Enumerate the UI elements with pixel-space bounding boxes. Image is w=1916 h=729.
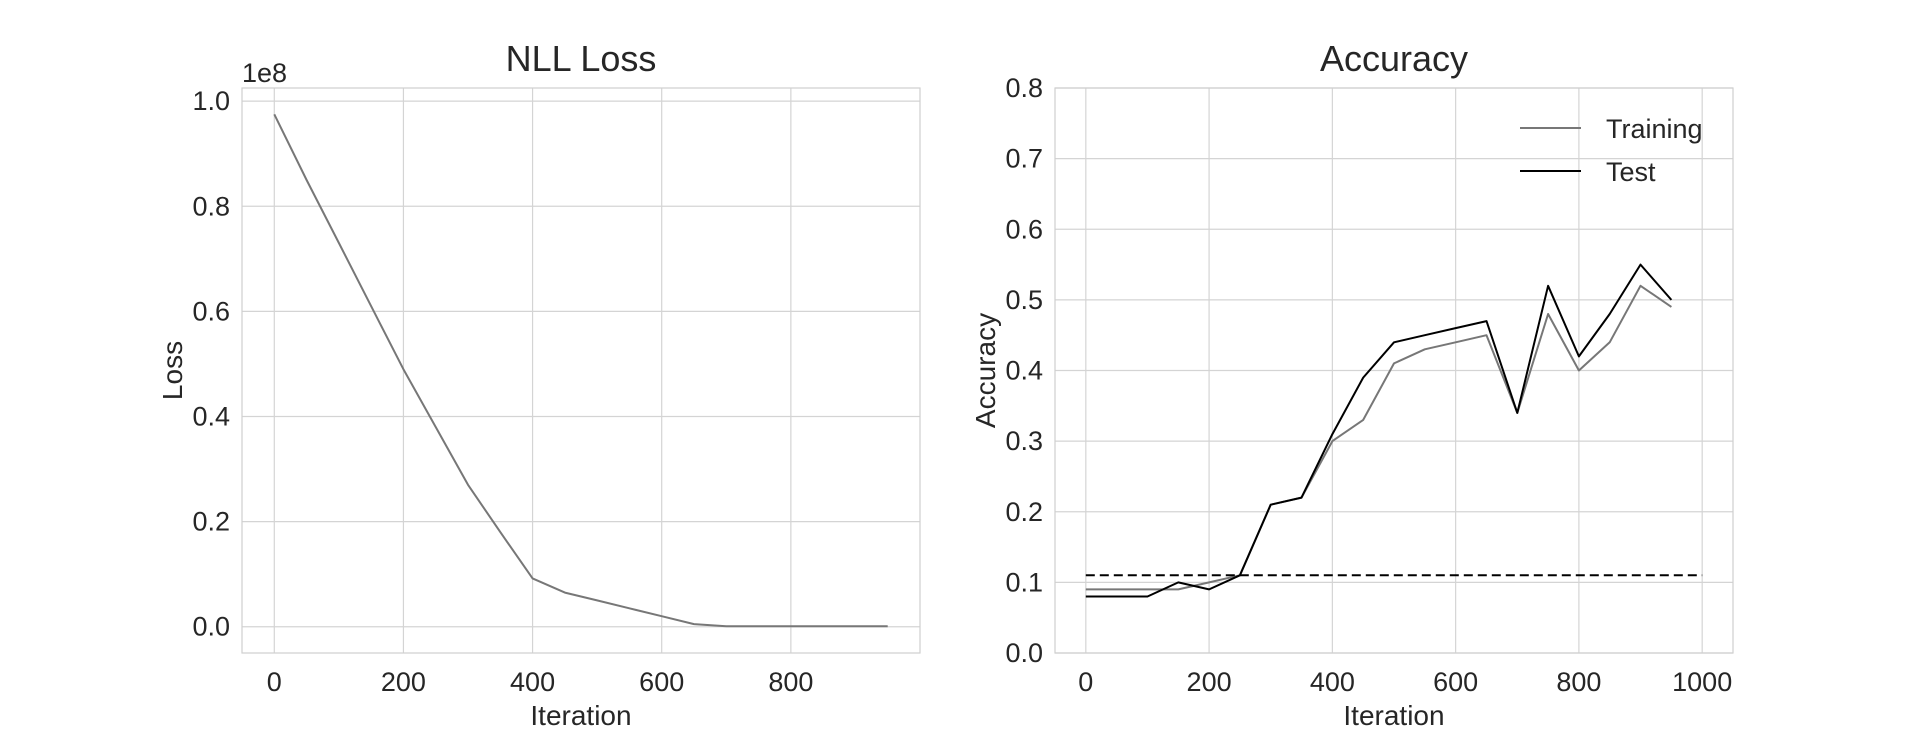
series-line-training [1085, 284, 1672, 591]
x-tick-label: 600 [639, 667, 684, 697]
y-tick-label: 0.7 [1005, 144, 1043, 174]
y-tick-label: 0.2 [1005, 497, 1043, 527]
x-tick-label: 0 [1078, 667, 1093, 697]
x-tick-label: 400 [1310, 667, 1355, 697]
plot-frame [241, 87, 921, 654]
y-tick-label: 1.0 [192, 86, 230, 116]
y-tick-label: 0.4 [1005, 356, 1043, 386]
y-tick-label: 0.3 [1005, 426, 1043, 456]
chart-title: Accuracy [1320, 38, 1468, 79]
series-line-test [1085, 263, 1673, 598]
x-tick-label: 200 [1187, 667, 1232, 697]
legend-label-training: Training [1606, 114, 1703, 144]
legend-label-test: Test [1606, 157, 1656, 187]
y-axis-label: Loss [157, 341, 188, 400]
x-tick-label: 0 [267, 667, 282, 697]
series-line [273, 113, 888, 628]
y-tick-label: 0.8 [1005, 73, 1043, 103]
x-axis-label: Iteration [1343, 700, 1444, 729]
x-tick-label: 1000 [1672, 667, 1732, 697]
x-tick-label: 400 [510, 667, 555, 697]
y-tick-label: 0.0 [192, 612, 230, 642]
y-tick-label: 0.1 [1005, 567, 1043, 597]
y-tick-label: 0.6 [1005, 214, 1043, 244]
x-tick-label: 800 [768, 667, 813, 697]
x-tick-label: 200 [381, 667, 426, 697]
y-tick-label: 0.6 [192, 296, 230, 326]
x-tick-label: 800 [1556, 667, 1601, 697]
y-tick-label: 0.4 [192, 401, 230, 431]
plot-frame [1054, 87, 1734, 654]
y-tick-label: 0.8 [192, 191, 230, 221]
y-axis-offset-label: 1e8 [242, 58, 287, 88]
y-tick-label: 0.5 [1005, 285, 1043, 315]
x-tick-label: 600 [1433, 667, 1478, 697]
y-tick-label: 0.0 [1005, 638, 1043, 668]
accuracy-panel: 0 200 400 600 800 1000 0.0 0.1 0.2 0.3 0.4 0.5 0.6 0.… [970, 38, 1734, 729]
chart-title: NLL Loss [506, 38, 657, 79]
y-tick-label: 0.2 [192, 507, 230, 537]
loss-panel: 0 200 400 600 800 0.0 0.2 0.4 0.6 0.8 1.0 NLL Loss I… [157, 38, 921, 729]
x-axis-label: Iteration [530, 700, 631, 729]
y-axis-label: Accuracy [970, 313, 1001, 428]
